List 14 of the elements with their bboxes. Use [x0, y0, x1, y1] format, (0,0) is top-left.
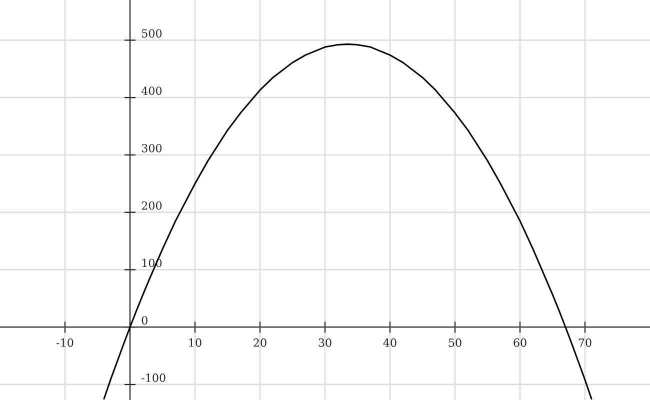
x-tick-label: 20	[254, 338, 266, 347]
x-tick-label: 50	[448, 338, 462, 347]
y-tick-label: -100	[142, 374, 166, 382]
y-tick-label: 500	[142, 29, 162, 38]
x-tick-label: 60	[514, 338, 526, 347]
x-tick-label: 70	[578, 338, 592, 347]
x-tick-label: 40	[383, 338, 396, 347]
y-tick-label: 300	[142, 144, 162, 152]
y-tick-label: 400	[141, 86, 162, 95]
x-tick-label: 30	[318, 338, 332, 347]
y-tick-label: 0	[142, 316, 148, 325]
x-tick-label: -10	[56, 338, 74, 347]
y-tick-label: 200	[142, 201, 162, 210]
x-tick-label: 10	[189, 338, 202, 347]
